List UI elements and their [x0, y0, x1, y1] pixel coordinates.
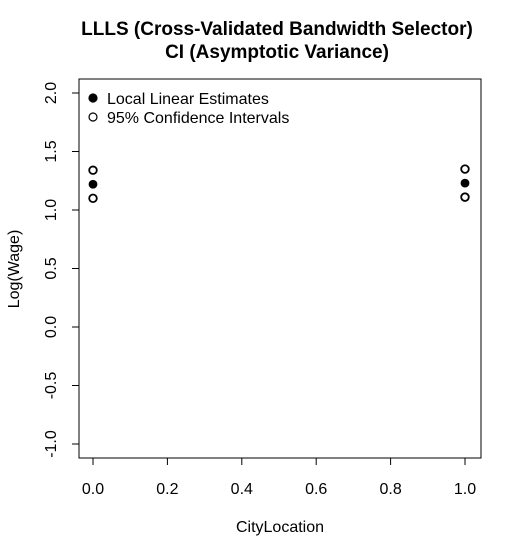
ci-point: [88, 193, 98, 203]
y-tick-label: -0.5: [43, 372, 60, 400]
legend-marker-filled: [88, 93, 98, 103]
x-tick-label: 0.8: [379, 481, 401, 498]
x-axis-label: CityLocation: [236, 519, 324, 536]
y-tick-label: 0.0: [43, 316, 60, 338]
x-tick-label: 0.0: [82, 481, 104, 498]
x-axis: 0.0 0.2 0.4 0.6 0.8 1.0: [82, 457, 476, 498]
ci-point: [460, 164, 470, 174]
y-tick-label: 1.5: [43, 140, 60, 162]
y-tick-label: 1.0: [43, 199, 60, 221]
chart-title: LLLS (Cross-Validated Bandwidth Selector…: [81, 19, 473, 40]
ci-point: [460, 192, 470, 202]
legend-marker-open: [88, 112, 98, 122]
x-tick-label: 0.4: [231, 481, 253, 498]
ci-point: [88, 165, 98, 175]
estimate-point: [460, 178, 470, 188]
legend-label-estimates: Local Linear Estimates: [107, 91, 269, 108]
data-points: [88, 164, 470, 203]
estimate-point: [88, 179, 98, 189]
y-axis-label: Log(Wage): [6, 230, 23, 309]
x-tick-label: 0.2: [156, 481, 178, 498]
x-tick-label: 0.6: [305, 481, 327, 498]
legend-label-ci: 95% Confidence Intervals: [107, 110, 289, 127]
legend: Local Linear Estimates 95% Confidence In…: [88, 91, 289, 127]
chart-subtitle: CI (Asymptotic Variance): [165, 42, 389, 63]
y-axis: -1.0 -0.5 0.0 0.5 1.0 1.5 2.0: [43, 82, 80, 458]
y-tick-label: 2.0: [43, 82, 60, 104]
x-tick-label: 1.0: [454, 481, 476, 498]
y-tick-label: -1.0: [43, 430, 60, 458]
plot-frame: [78, 78, 482, 459]
y-tick-label: 0.5: [43, 257, 60, 279]
